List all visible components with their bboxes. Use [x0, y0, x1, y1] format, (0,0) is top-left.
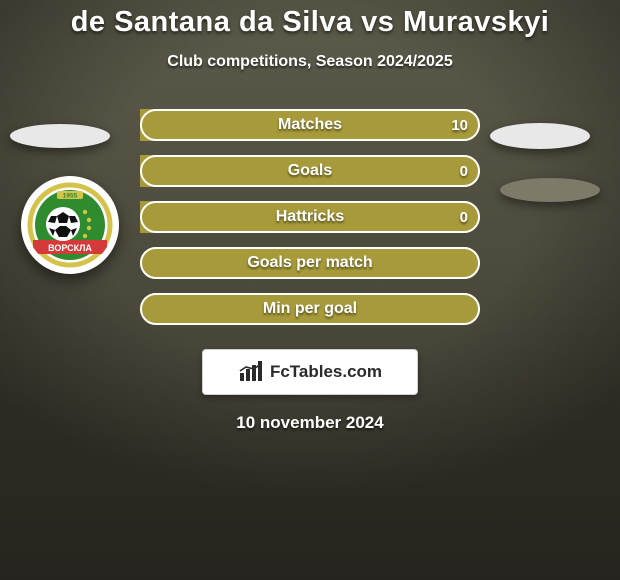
- brand-text: FcTables.com: [270, 362, 382, 382]
- row-right-value: 10: [451, 109, 468, 141]
- bar-chart-icon: [238, 361, 264, 383]
- stat-row: Goals per match: [140, 247, 480, 279]
- comparison-chart: Matches10Goals0Hattricks0Goals per match…: [0, 109, 620, 339]
- row-label: Hattricks: [140, 201, 480, 233]
- date-text: 10 november 2024: [236, 413, 383, 433]
- row-label: Goals: [140, 155, 480, 187]
- row-label: Goals per match: [140, 247, 480, 279]
- stat-row: Matches10: [140, 109, 480, 141]
- row-right-value: 0: [460, 155, 468, 187]
- row-label: Matches: [140, 109, 480, 141]
- page-title: de Santana da Silva vs Muravskyi: [71, 6, 550, 39]
- row-right-value: 0: [460, 201, 468, 233]
- stat-row: Goals0: [140, 155, 480, 187]
- content-root: de Santana da Silva vs Muravskyi Club co…: [0, 0, 620, 580]
- stat-row: Min per goal: [140, 293, 480, 325]
- row-label: Min per goal: [140, 293, 480, 325]
- stat-row: Hattricks0: [140, 201, 480, 233]
- brand-plate: FcTables.com: [202, 349, 418, 395]
- page-subtitle: Club competitions, Season 2024/2025: [167, 53, 452, 71]
